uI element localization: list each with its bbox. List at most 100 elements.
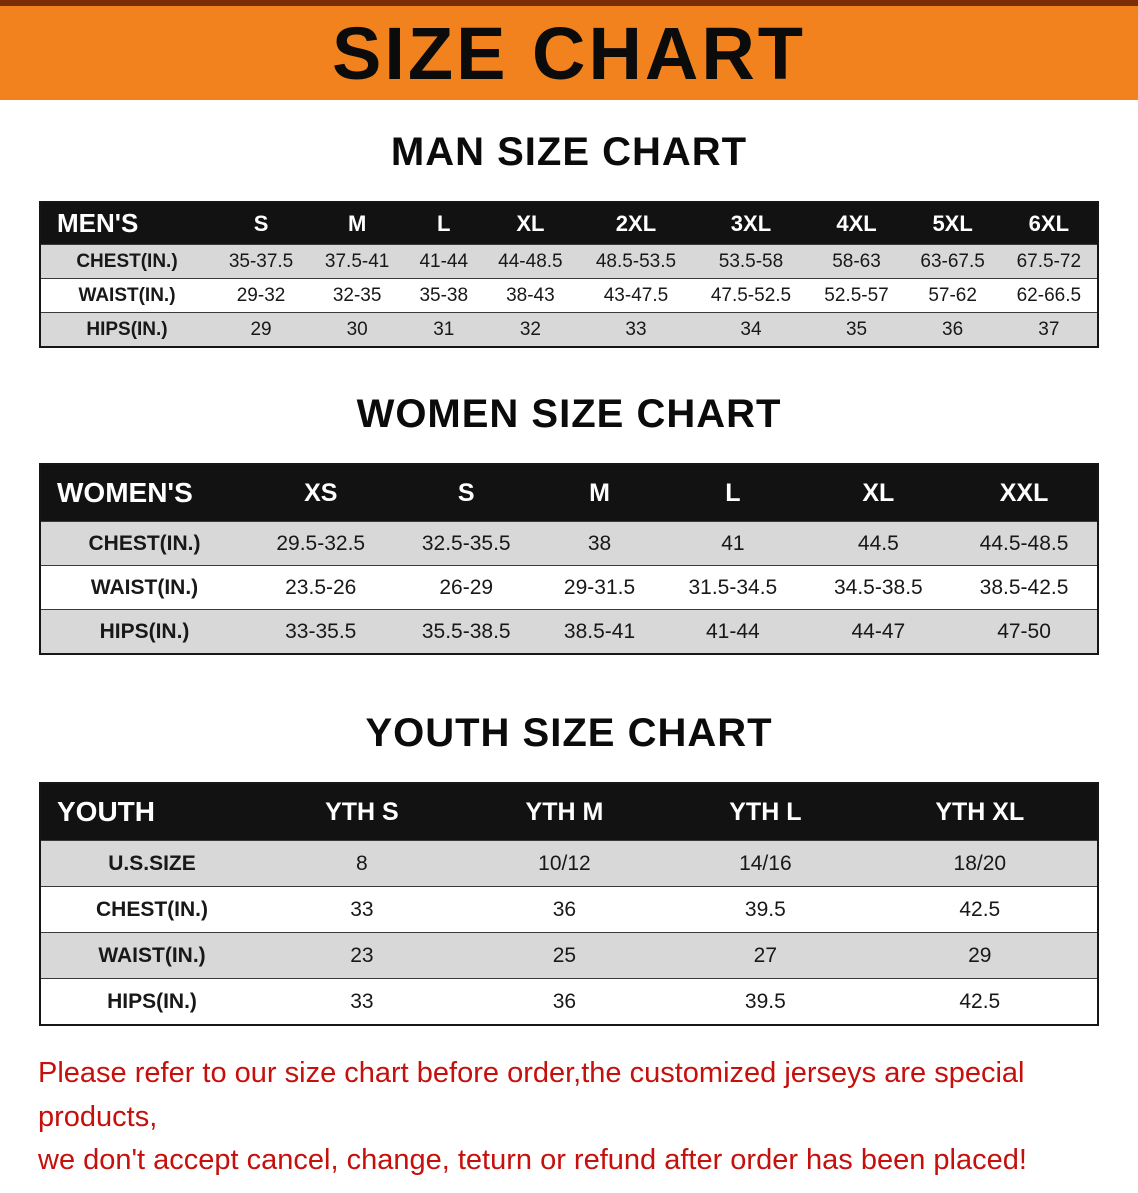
size-value-cell: 18/20 (862, 840, 1098, 887)
size-value-cell: 57-62 (904, 278, 1001, 313)
size-value-cell: 37 (1000, 312, 1098, 347)
table-row: HIPS(IN.) 29 30 31 32 33 34 35 36 37 (40, 312, 1098, 347)
size-column-header: S (393, 464, 539, 522)
size-value-cell: 25 (460, 932, 669, 979)
size-value-cell: 35-37.5 (213, 244, 310, 279)
women-size-section: WOMEN SIZE CHART WOMEN'S XS S M L XL XXL CHEST(… (0, 392, 1138, 655)
row-label-cell: WAIST(IN.) (40, 565, 248, 610)
size-value-cell: 62-66.5 (1000, 278, 1098, 313)
size-column-header: M (538, 464, 661, 522)
table-corner-label: WOMEN'S (40, 464, 248, 522)
size-value-cell: 44.5-48.5 (951, 521, 1098, 566)
size-value-cell: 34 (693, 312, 809, 347)
size-value-cell: 47-50 (951, 609, 1098, 654)
size-value-cell: 41-44 (660, 609, 806, 654)
size-value-cell: 44.5 (805, 521, 952, 566)
men-section-heading: MAN SIZE CHART (390, 130, 748, 174)
size-column-header: 4XL (808, 202, 905, 245)
disclaimer: Please refer to our size chart before or… (38, 1052, 1100, 1183)
table-row: WAIST(IN.) 23.5-26 26-29 29-31.5 31.5-34.5 34… (40, 565, 1098, 610)
women-size-table: WOMEN'S XS S M L XL XXL CHEST(IN.) 29.5-32.5 32.5… (39, 463, 1099, 655)
size-value-cell: 29 (213, 312, 310, 347)
size-value-cell: 41-44 (405, 244, 483, 279)
size-column-header: L (405, 202, 483, 245)
size-value-cell: 31 (405, 312, 483, 347)
size-value-cell: 35.5-38.5 (393, 609, 539, 654)
size-column-header: 5XL (904, 202, 1001, 245)
size-value-cell: 29 (862, 932, 1098, 979)
size-column-header: XXL (951, 464, 1098, 522)
youth-size-section: YOUTH SIZE CHART YOUTH YTH S YTH M YTH L YTH… (0, 711, 1138, 1026)
size-value-cell: 23 (263, 932, 461, 979)
table-row: WAIST(IN.) 29-32 32-35 35-38 38-43 43-47.5 47.… (40, 278, 1098, 313)
size-value-cell: 39.5 (668, 886, 863, 933)
table-row: HIPS(IN.) 33 36 39.5 42.5 (40, 978, 1098, 1025)
size-column-header: YTH XL (862, 783, 1098, 841)
youth-size-table: YOUTH YTH S YTH M YTH L YTH XL U.S.SIZE 8 10/12… (39, 782, 1099, 1026)
men-size-table: MEN'S S M L XL 2XL 3XL 4XL 5XL 6XL CHEST(IN.) 35-37… (39, 201, 1099, 348)
row-label-cell: CHEST(IN.) (40, 244, 213, 279)
row-label-cell: HIPS(IN.) (40, 312, 213, 347)
size-column-header: YTH M (460, 783, 669, 841)
size-value-cell: 41 (660, 521, 806, 566)
row-label-cell: HIPS(IN.) (40, 609, 248, 654)
size-value-cell: 47.5-52.5 (693, 278, 809, 313)
size-column-header: XL (805, 464, 952, 522)
size-value-cell: 27 (668, 932, 863, 979)
disclaimer-line-1: Please refer to our size chart before or… (38, 1057, 1025, 1133)
size-value-cell: 38-43 (482, 278, 579, 313)
size-value-cell: 33-35.5 (248, 609, 394, 654)
size-value-cell: 44-48.5 (482, 244, 579, 279)
table-row: HIPS(IN.) 33-35.5 35.5-38.5 38.5-41 41-44 44-… (40, 609, 1098, 654)
size-value-cell: 42.5 (862, 886, 1098, 933)
size-value-cell: 29.5-32.5 (248, 521, 394, 566)
size-value-cell: 36 (460, 978, 669, 1025)
size-value-cell: 33 (263, 886, 461, 933)
youth-section-heading: YOUTH SIZE CHART (365, 711, 773, 755)
table-row: WAIST(IN.) 23 25 27 29 (40, 932, 1098, 979)
size-value-cell: 10/12 (460, 840, 669, 887)
table-row: CHEST(IN.) 29.5-32.5 32.5-35.5 38 41 44.5 44.5… (40, 521, 1098, 566)
row-label-cell: WAIST(IN.) (40, 932, 263, 979)
page-title: SIZE CHART (332, 11, 806, 95)
size-value-cell: 29-31.5 (538, 565, 661, 610)
table-header-row: YOUTH YTH S YTH M YTH L YTH XL (40, 783, 1098, 841)
size-value-cell: 48.5-53.5 (578, 244, 694, 279)
size-value-cell: 38.5-41 (538, 609, 661, 654)
size-value-cell: 52.5-57 (808, 278, 905, 313)
size-value-cell: 67.5-72 (1000, 244, 1098, 279)
size-value-cell: 32.5-35.5 (393, 521, 539, 566)
row-label-cell: CHEST(IN.) (40, 886, 263, 933)
size-column-header: 2XL (578, 202, 694, 245)
row-label-cell: WAIST(IN.) (40, 278, 213, 313)
row-label-cell: U.S.SIZE (40, 840, 263, 887)
women-section-heading: WOMEN SIZE CHART (356, 392, 782, 436)
size-value-cell: 39.5 (668, 978, 863, 1025)
size-value-cell: 53.5-58 (693, 244, 809, 279)
size-column-header: XS (248, 464, 394, 522)
size-column-header: M (309, 202, 406, 245)
size-value-cell: 58-63 (808, 244, 905, 279)
size-value-cell: 8 (263, 840, 461, 887)
size-value-cell: 33 (578, 312, 694, 347)
size-value-cell: 42.5 (862, 978, 1098, 1025)
size-value-cell: 35-38 (405, 278, 483, 313)
size-value-cell: 35 (808, 312, 905, 347)
table-corner-label: YOUTH (40, 783, 263, 841)
men-size-section: MAN SIZE CHART MEN'S S M L XL 2XL 3XL 4XL 5XL 6XL… (0, 130, 1138, 348)
table-row: U.S.SIZE 8 10/12 14/16 18/20 (40, 840, 1098, 887)
size-value-cell: 38.5-42.5 (951, 565, 1098, 610)
size-value-cell: 32-35 (309, 278, 406, 313)
table-header-row: MEN'S S M L XL 2XL 3XL 4XL 5XL 6XL (40, 202, 1098, 245)
size-chart-banner: SIZE CHART (0, 0, 1138, 100)
size-value-cell: 38 (538, 521, 661, 566)
size-value-cell: 29-32 (213, 278, 310, 313)
size-column-header: XL (482, 202, 579, 245)
size-column-header: YTH S (263, 783, 461, 841)
size-value-cell: 43-47.5 (578, 278, 694, 313)
size-value-cell: 30 (309, 312, 406, 347)
size-column-header: YTH L (668, 783, 863, 841)
size-value-cell: 36 (460, 886, 669, 933)
size-column-header: 6XL (1000, 202, 1098, 245)
size-value-cell: 31.5-34.5 (660, 565, 806, 610)
